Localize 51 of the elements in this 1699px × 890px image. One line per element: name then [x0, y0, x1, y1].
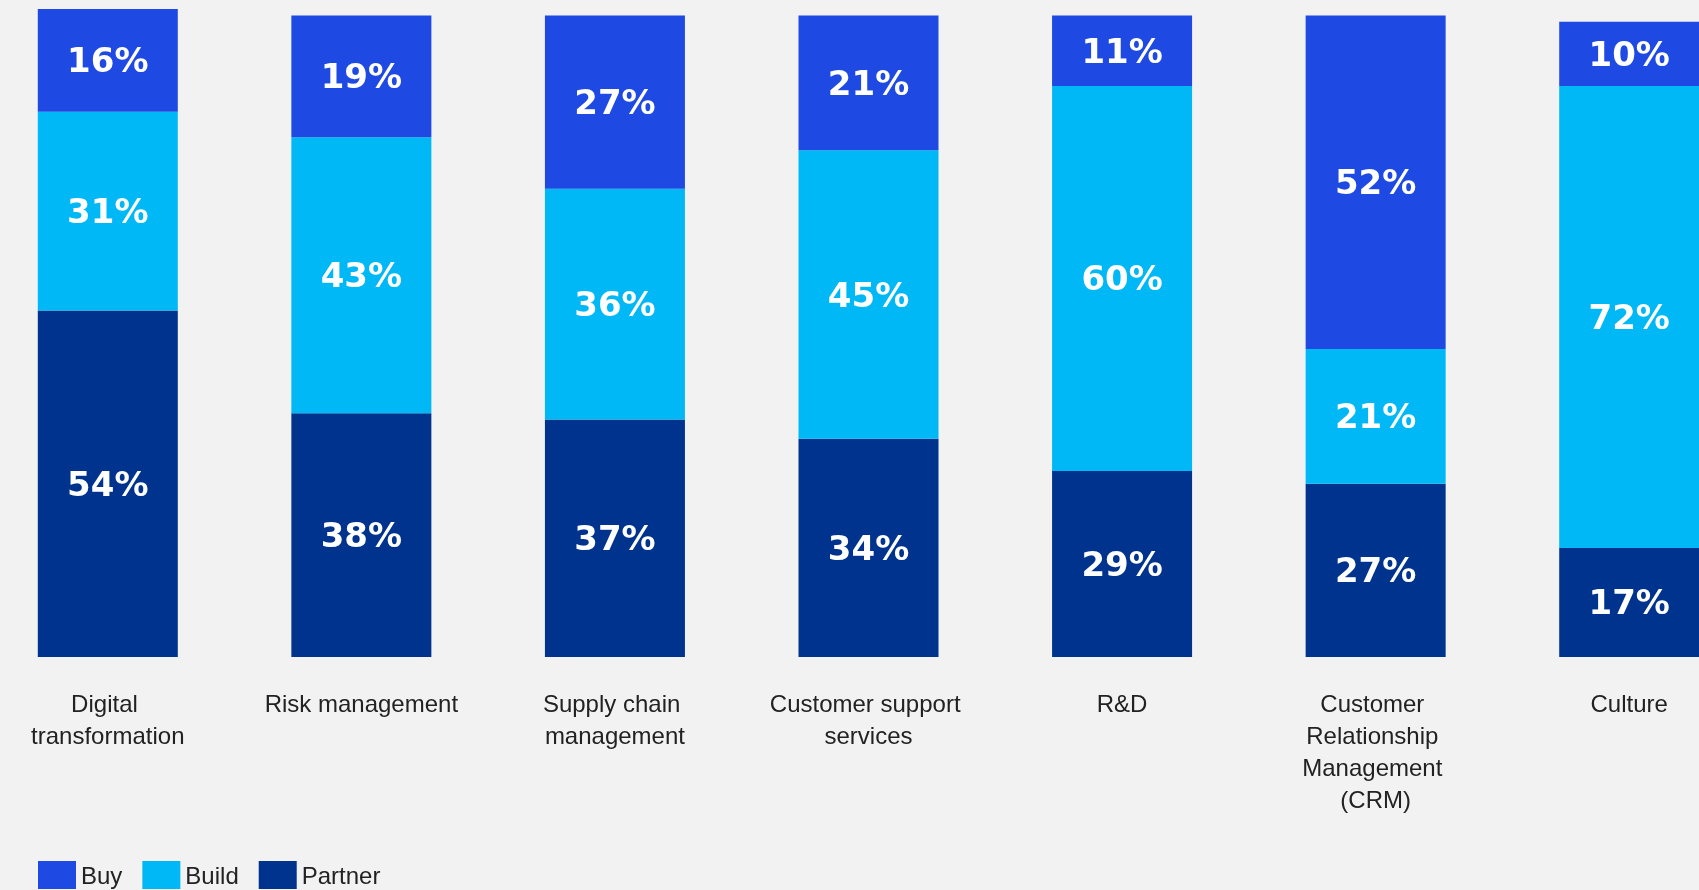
- data-label: 21%: [1334, 396, 1417, 437]
- data-label: 11%: [1081, 30, 1163, 71]
- data-label: 16%: [67, 40, 149, 81]
- x-tick-label: Risk management: [264, 689, 459, 717]
- data-label: 52%: [1334, 162, 1417, 203]
- bar: [291, 137, 432, 414]
- bar: [291, 15, 432, 138]
- data-label: 17%: [1588, 582, 1670, 623]
- x-tick-label: R&D: [1096, 689, 1148, 717]
- data-label: 38%: [320, 515, 403, 556]
- bar: [798, 15, 939, 151]
- data-label: 43%: [320, 255, 403, 296]
- data-label: 72%: [1588, 296, 1670, 337]
- bar: [544, 419, 685, 657]
- data-label: 19%: [320, 56, 403, 97]
- bar: [1305, 483, 1446, 657]
- bar: [1052, 470, 1193, 657]
- bar: [544, 188, 685, 420]
- bar: [544, 15, 685, 189]
- data-label: 27%: [574, 82, 656, 123]
- data-label: 10%: [1588, 33, 1670, 74]
- x-tick-label: Supply chain management: [542, 689, 687, 749]
- bar: [1559, 547, 1699, 657]
- bar: [37, 310, 178, 657]
- bar: [1052, 15, 1193, 86]
- data-label: 37%: [574, 518, 656, 559]
- x-tick-label: Digital transformation: [31, 689, 185, 749]
- bar: [291, 413, 432, 657]
- bar: [37, 111, 178, 311]
- data-label: 27%: [1334, 550, 1417, 591]
- bar: [798, 438, 939, 657]
- x-tick-label: Customer Relationship Management (CRM): [1302, 689, 1450, 813]
- bar: [1305, 15, 1446, 350]
- data-label: 54%: [67, 463, 149, 504]
- legend-label: Build: [185, 861, 239, 889]
- bar: [1559, 85, 1699, 548]
- bar: [37, 9, 178, 112]
- data-label: 34%: [827, 527, 910, 568]
- data-label: 29%: [1081, 543, 1163, 584]
- bar: [798, 150, 939, 439]
- data-label: 21%: [827, 62, 910, 103]
- data-label: 36%: [574, 284, 656, 325]
- data-label: 31%: [67, 191, 149, 232]
- legend-label: Buy: [81, 861, 123, 889]
- bar: [1052, 85, 1193, 471]
- data-label: 45%: [827, 274, 910, 315]
- data-label: 60%: [1081, 258, 1163, 299]
- x-tick-label: Customer support services: [769, 689, 968, 749]
- x-tick-label: Culture: [1590, 689, 1668, 717]
- legend-label: Partner: [301, 861, 381, 889]
- bar: [1305, 349, 1446, 484]
